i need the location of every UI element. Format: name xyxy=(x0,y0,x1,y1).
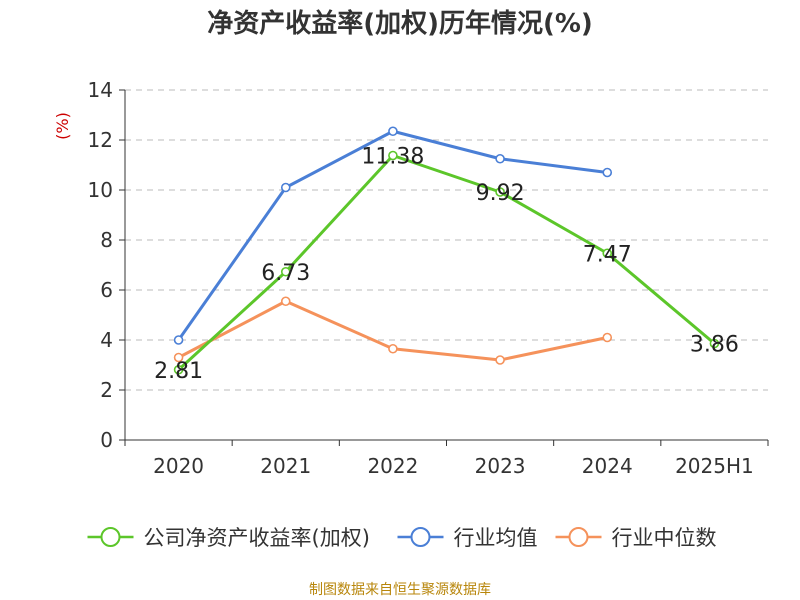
series-1-point xyxy=(602,167,613,178)
y-tick-label: 0 xyxy=(100,428,113,452)
data-label: 6.73 xyxy=(261,261,310,286)
series-2-point xyxy=(173,352,184,363)
axes xyxy=(119,89,769,446)
x-tick-label: 2021 xyxy=(260,454,311,478)
legend-label: 行业中位数 xyxy=(612,526,717,550)
series-0-point xyxy=(602,248,613,259)
x-tick-label: 2025H1 xyxy=(675,454,754,478)
y-tick-label: 2 xyxy=(100,378,113,402)
series-1-point xyxy=(495,153,505,164)
x-tick-label: 2023 xyxy=(475,454,526,478)
series-0-point xyxy=(495,187,505,197)
legend-label: 行业均值 xyxy=(454,526,538,550)
series-0-point xyxy=(388,150,398,161)
series-0-point xyxy=(173,364,184,375)
x-tick-label: 2020 xyxy=(153,454,204,478)
series-2-point xyxy=(602,332,613,343)
data-label: 2.81 xyxy=(154,359,203,384)
legend-label: 公司净资产收益率(加权) xyxy=(144,526,370,550)
x-tick-label: 2022 xyxy=(367,454,418,478)
series-0-point xyxy=(709,338,720,349)
y-tick-label: 6 xyxy=(100,278,113,302)
series-line-0 xyxy=(177,154,716,371)
y-axis-label: (%) xyxy=(53,112,72,140)
grid xyxy=(125,89,768,391)
source-note: 制图数据来自恒生聚源数据库 xyxy=(309,582,491,598)
legend-marker xyxy=(100,527,121,547)
y-tick-labels: 0 2 4 6 8 10 12 14 xyxy=(88,78,113,452)
data-label: 11.38 xyxy=(361,145,424,170)
series-2-point xyxy=(388,343,398,354)
data-labels: 2.81 6.73 11.38 9.92 7.47 3.86 xyxy=(154,145,739,384)
y-tick-label: 8 xyxy=(100,228,113,252)
data-label: 3.86 xyxy=(690,333,739,358)
series-2-point xyxy=(280,296,291,307)
series-2-point xyxy=(495,355,505,365)
legend: 公司净资产收益率(加权) 行业均值 行业中位数 xyxy=(87,526,717,550)
series-1-point xyxy=(173,335,184,345)
chart-title: 净资产收益率(加权)历年情况(%) xyxy=(207,8,593,39)
y-tick-label: 10 xyxy=(88,178,113,202)
data-label: 7.47 xyxy=(583,242,632,267)
y-tick-label: 12 xyxy=(88,128,113,152)
x-tick-labels: 2020 2021 2022 2023 2024 2025H1 xyxy=(153,454,754,478)
series-0-point xyxy=(280,266,291,277)
y-tick-label: 4 xyxy=(100,328,113,352)
series-1-point xyxy=(280,182,291,193)
x-tick-label: 2024 xyxy=(582,454,633,478)
legend-marker xyxy=(410,527,431,547)
legend-marker xyxy=(568,527,589,547)
series-1-point xyxy=(388,126,398,137)
series-lines xyxy=(173,126,720,375)
y-tick-label: 14 xyxy=(88,78,113,102)
data-label: 9.92 xyxy=(476,181,525,206)
